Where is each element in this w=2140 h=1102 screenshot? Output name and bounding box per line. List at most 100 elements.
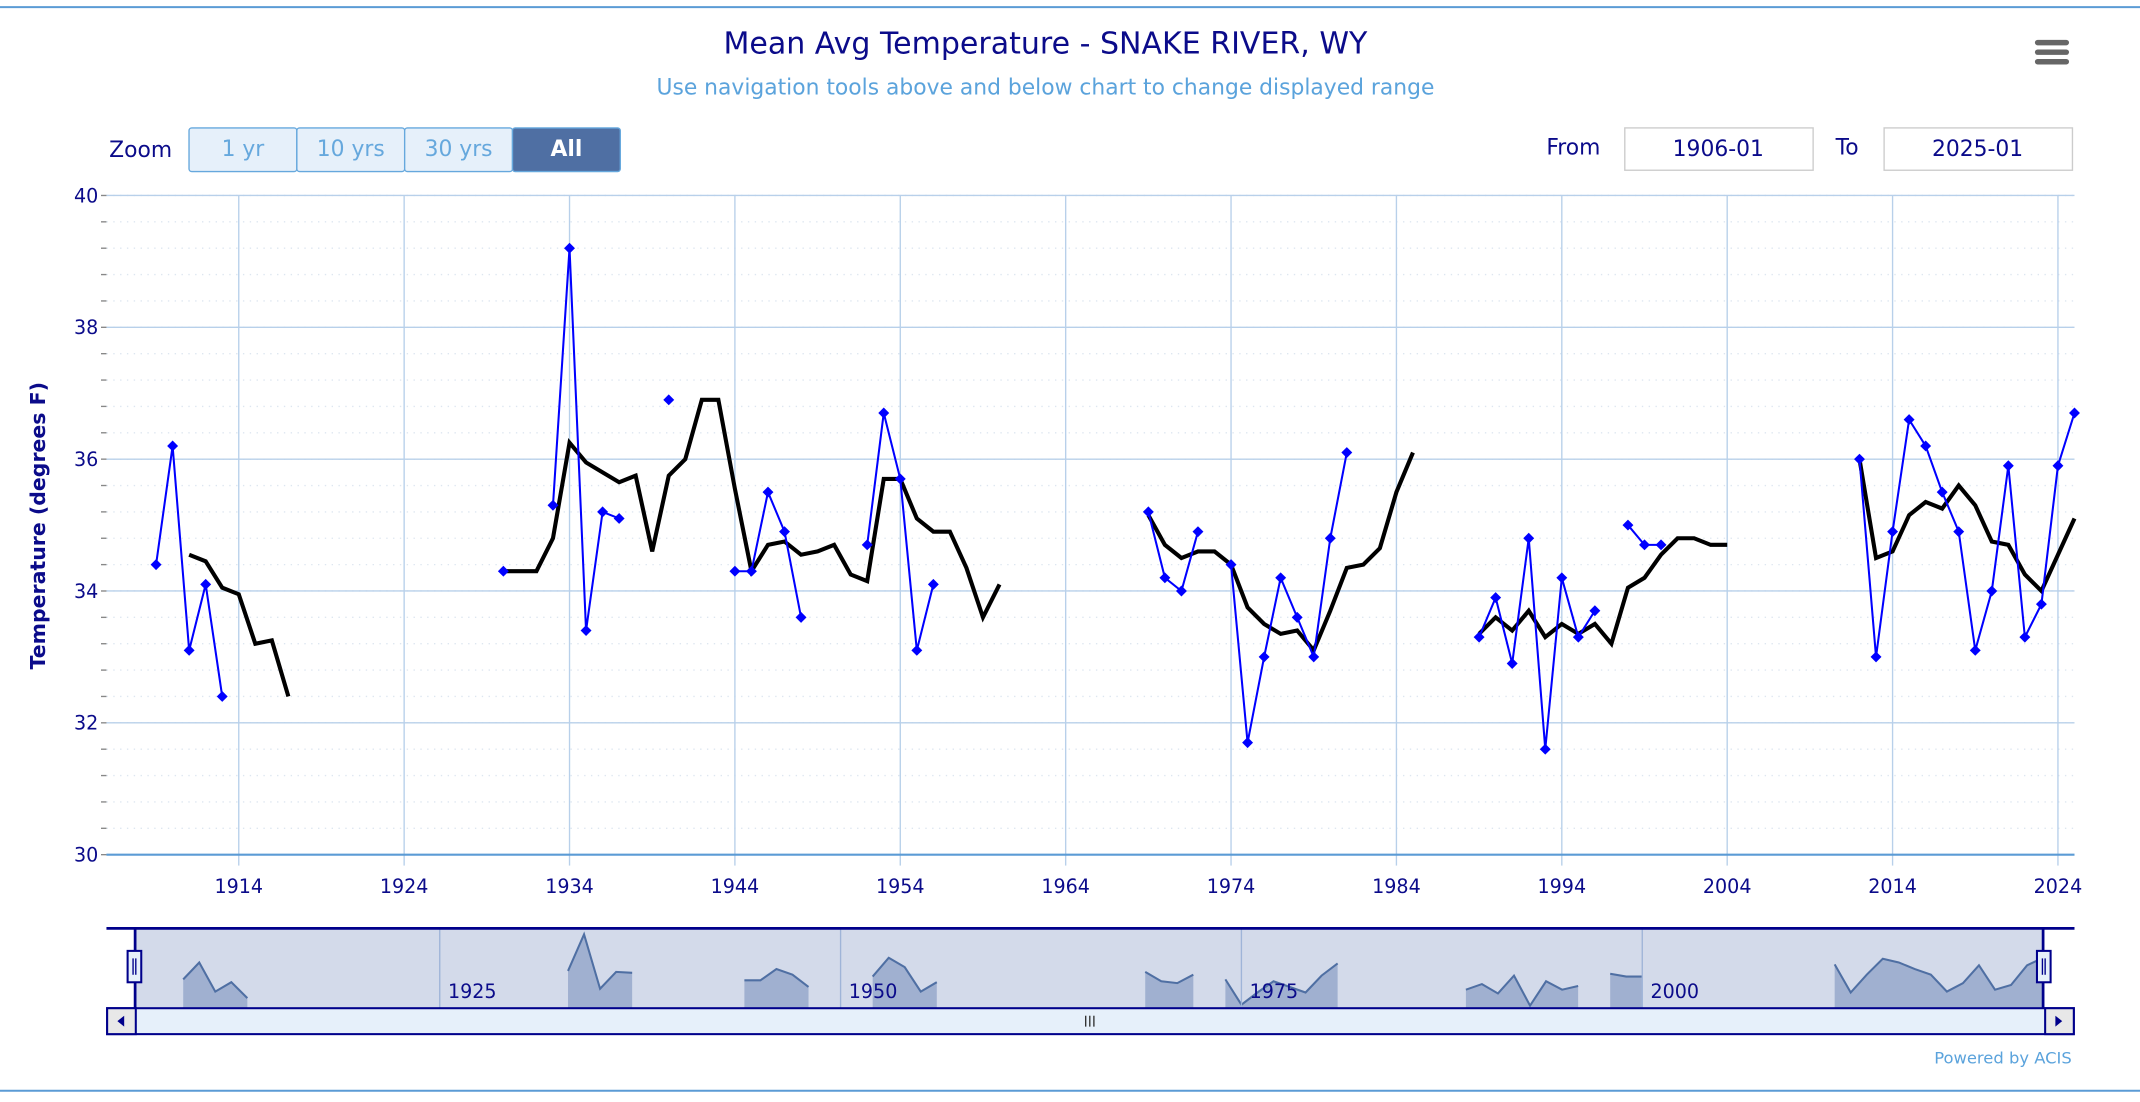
button-label: 10 yrs [317,137,385,162]
navigator-area [1610,973,1643,1008]
data-point-marker [564,242,575,254]
data-point-marker [1556,572,1568,584]
x-tick-label: 2024 [2034,875,2083,898]
data-point-marker [2052,460,2064,472]
data-point-marker [1142,506,1154,518]
x-tick-label: 2004 [1703,875,1752,898]
x-tick-label: 1954 [876,875,925,898]
data-point-marker [580,625,592,636]
data-point-marker [1903,414,1915,426]
navigator-year-label: 1975 [1250,980,1299,1003]
running-mean-line [1857,458,2077,595]
navigator-left-handle[interactable] [126,949,143,984]
data-point-marker [613,513,625,524]
x-tick-label: 1964 [1041,875,1090,898]
menu-icon[interactable] [2031,34,2072,67]
annual-mean-line [734,488,803,618]
data-point-marker [1308,651,1320,663]
data-point-marker [1175,585,1187,597]
data-point-marker [729,565,741,577]
plot-area [150,242,2080,755]
to-date-input[interactable]: 2025-01 [1883,127,2074,171]
data-point-marker [1291,611,1303,623]
zoom-all-button[interactable]: All [511,127,621,173]
data-point-marker [1324,532,1336,544]
data-point-marker [1953,526,1965,538]
data-point-marker [2035,598,2047,610]
data-point-marker [2069,407,2080,419]
y-axis: 30 32 34 36 38 40 [74,184,107,866]
annual-mean-line [1230,452,1348,743]
navigator-area [568,934,633,1008]
scrollbar[interactable] [106,1007,2075,1036]
button-label: 30 yrs [425,137,493,162]
data-point-marker [216,691,228,702]
zoom-10yrs-button[interactable]: 10 yrs [296,127,406,173]
navigator-year-label: 1925 [448,980,497,1003]
data-point-marker [1275,572,1287,584]
y-tick-label: 32 [74,712,98,735]
data-point-marker [861,539,873,551]
x-axis: 1914 1924 1934 1944 1954 1964 1974 1984 1994 2004… [106,853,2083,898]
data-point-marker [911,644,923,656]
data-point-marker [878,407,890,419]
to-label: To [1835,136,1859,161]
data-point-marker [1622,519,1634,531]
navigator-line [182,960,249,999]
data-point-marker [1539,743,1551,755]
scrollbar-thumb-grip[interactable] [1085,1015,1095,1027]
data-point-marker [1639,539,1650,551]
data-point-marker [2019,631,2031,643]
y-tick-label: 38 [74,316,98,339]
y-tick-label: 30 [74,843,98,866]
navigator-year-label: 1950 [849,980,898,1003]
navigator-area [1145,971,1194,1008]
navigator[interactable]: 1925 1950 1975 2000 [106,927,2075,1008]
chart-title: Mean Avg Temperature - SNAKE RIVER, WY [723,27,1368,62]
data-point-marker [2002,460,2014,472]
data-point-marker [1870,651,1882,663]
zoom-label: Zoom [109,138,172,163]
navigator-line [1465,973,1579,1008]
navigator-line [1224,962,1339,1007]
zoom-30yrs-button[interactable]: 30 yrs [403,127,514,173]
from-date-input[interactable]: 1906-01 [1624,127,1814,171]
data-point-marker [1523,532,1535,544]
data-point-marker [1969,644,1981,656]
x-tick-label: 1994 [1538,875,1587,898]
scroll-right-arrow[interactable] [2044,1007,2075,1036]
x-tick-label: 1974 [1207,875,1256,898]
data-point-marker [663,394,675,406]
data-point-marker [1506,658,1518,669]
navigator-right-handle[interactable] [2035,949,2052,984]
running-mean-line [188,552,291,698]
data-point-marker [1490,592,1502,604]
navigator-line [1833,956,2044,995]
navigator-line [1610,972,1643,978]
credits-link[interactable]: Powered by ACIS [1934,1048,2072,1067]
navigator-selected-range[interactable] [135,928,2044,1008]
navigator-area [872,957,937,1008]
data-point-marker [167,440,179,452]
data-point-marker [183,644,195,656]
navigator-area [183,962,248,1008]
data-point-marker [1225,559,1237,571]
data-point-marker [745,565,757,577]
data-point-marker [1341,447,1353,459]
grid [106,194,2075,856]
data-point-marker [1986,585,1998,597]
data-point-marker [795,611,807,623]
navigator-line [1144,970,1194,985]
annual-mean-line [1858,412,2076,658]
data-point-marker [762,486,774,498]
y-axis-title: Temperature (degrees F) [26,382,50,669]
y-tick-label: 40 [74,184,98,207]
x-tick-label: 2014 [1868,875,1917,898]
zoom-1yr-button[interactable]: 1 yr [188,127,298,173]
data-point-marker [497,565,509,577]
data-point-marker [1920,440,1932,452]
annual-mean-line [1478,538,1596,750]
data-point-marker [1655,539,1667,551]
scroll-left-arrow[interactable] [106,1007,137,1036]
